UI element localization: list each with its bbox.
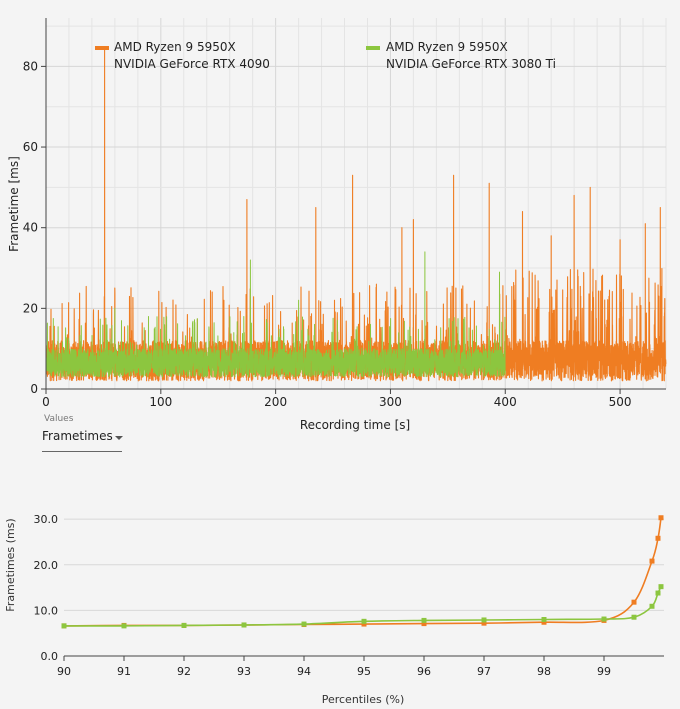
percentile-point-series-2[interactable] <box>649 603 655 609</box>
values-dropdown[interactable]: Frametimes <box>42 427 123 452</box>
percentile-point-series-2[interactable] <box>631 614 637 620</box>
values-label: Values <box>44 414 74 424</box>
percentile-x-tick-label: 90 <box>57 665 71 678</box>
percentile-y-axis-title: Frametimes (ms) <box>4 518 17 611</box>
y-tick-label: 20 <box>23 301 38 315</box>
percentile-point-series-2[interactable] <box>601 616 607 622</box>
x-tick-label: 500 <box>609 395 632 409</box>
percentile-x-tick-label: 99 <box>597 665 611 678</box>
legend-label-series-1-line1: AMD Ryzen 9 5950X <box>114 40 236 54</box>
percentile-x-tick-label: 95 <box>357 665 371 678</box>
x-tick-label: 0 <box>42 395 50 409</box>
percentile-x-tick-label: 92 <box>177 665 191 678</box>
percentile-point-series-1[interactable] <box>541 619 547 625</box>
frametime-series-2 <box>45 251 506 378</box>
percentile-point-series-2[interactable] <box>658 584 664 590</box>
percentile-y-tick-label: 20.0 <box>34 559 59 572</box>
percentile-x-tick-label: 91 <box>117 665 131 678</box>
chevron-down-icon <box>115 436 123 440</box>
percentile-point-series-1[interactable] <box>421 621 427 627</box>
percentile-point-series-2[interactable] <box>181 622 187 628</box>
y-tick-label: 60 <box>23 140 38 154</box>
x-tick-label: 300 <box>379 395 402 409</box>
percentile-point-series-2[interactable] <box>241 622 247 628</box>
x-tick-label: 100 <box>149 395 172 409</box>
legend-label-series-1-line2: NVIDIA GeForce RTX 4090 <box>114 57 270 71</box>
x-axis-title: Recording time [s] <box>300 418 410 432</box>
percentile-y-tick-label: 10.0 <box>34 604 59 617</box>
legend-swatch-series-2 <box>366 46 380 50</box>
y-tick-label: 40 <box>23 221 38 235</box>
percentile-point-series-2[interactable] <box>655 590 661 596</box>
percentile-x-tick-label: 93 <box>237 665 251 678</box>
percentile-x-tick-label: 96 <box>417 665 431 678</box>
y-tick-label: 0 <box>30 382 38 396</box>
percentile-x-tick-label: 97 <box>477 665 491 678</box>
percentile-point-series-1[interactable] <box>655 535 661 541</box>
percentile-point-series-2[interactable] <box>61 623 67 629</box>
legend-label-series-2-line2: NVIDIA GeForce RTX 3080 Ti <box>386 57 556 71</box>
percentile-point-series-1[interactable] <box>649 558 655 564</box>
percentile-point-series-1[interactable] <box>631 599 637 605</box>
percentile-axes: 0.0 10.0 20.0 30.0 90 91 92 93 94 95 96 97 98 99 <box>34 513 612 678</box>
frametime-series-layer <box>45 47 667 382</box>
y-axis-title: Frametime [ms] <box>7 156 21 252</box>
percentile-point-series-2[interactable] <box>361 618 367 624</box>
legend-entry-series-1[interactable]: AMD Ryzen 9 5950X NVIDIA GeForce RTX 409… <box>95 40 270 71</box>
percentile-point-series-2[interactable] <box>541 617 547 622</box>
percentile-point-series-2[interactable] <box>121 623 127 629</box>
percentile-chart: 0.0 10.0 20.0 30.0 90 91 92 93 94 95 96 97 98 99 Perc… <box>4 513 664 706</box>
frametime-axes: 0 20 40 60 80 0 100 200 300 400 500 <box>23 18 666 409</box>
legend-label-series-2-line1: AMD Ryzen 9 5950X <box>386 40 508 54</box>
y-tick-label: 80 <box>23 59 38 73</box>
percentile-x-tick-label: 94 <box>297 665 311 678</box>
percentile-point-series-2[interactable] <box>481 617 487 623</box>
percentile-point-series-1[interactable] <box>658 515 664 521</box>
x-tick-label: 400 <box>494 395 517 409</box>
frametime-chart: 0 20 40 60 80 0 100 200 300 400 500 AMD Ryzen 9 59… <box>7 18 667 432</box>
legend-swatch-series-1 <box>95 46 109 50</box>
percentile-grid <box>64 518 664 657</box>
values-dropdown-selected: Frametimes <box>42 429 113 443</box>
percentile-point-series-2[interactable] <box>301 621 307 627</box>
percentile-series-layer <box>61 515 664 629</box>
percentile-x-axis-title: Percentiles (%) <box>322 693 405 706</box>
percentile-y-tick-label: 0.0 <box>41 650 59 663</box>
percentile-point-series-1[interactable] <box>481 620 487 626</box>
percentile-series-1 <box>63 517 662 627</box>
legend-entry-series-2[interactable]: AMD Ryzen 9 5950X NVIDIA GeForce RTX 308… <box>366 40 556 71</box>
percentile-x-tick-label: 98 <box>537 665 551 678</box>
percentile-point-series-2[interactable] <box>421 617 427 623</box>
percentile-point-series-1[interactable] <box>361 621 367 627</box>
x-tick-label: 200 <box>264 395 287 409</box>
percentile-y-tick-label: 30.0 <box>34 513 59 526</box>
